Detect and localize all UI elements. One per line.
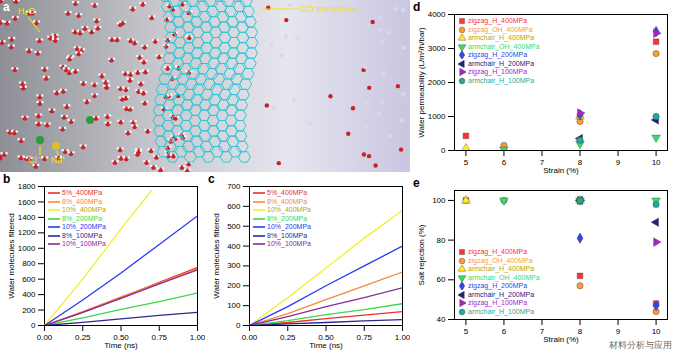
svg-text:0.75: 0.75 [356,333,372,342]
svg-text:4000: 4000 [428,10,446,19]
svg-text:300: 300 [227,261,241,270]
svg-text:Water molecules filtered: Water molecules filtered [212,213,221,299]
html-text:8%_200MPa: 8%_200MPa [62,214,103,222]
svg-text:0.00: 0.00 [37,333,53,342]
html-text:armchair_H_100MPa: armchair_H_100MPa [468,76,535,84]
svg-text:10: 10 [652,327,661,336]
svg-text:5: 5 [464,158,469,167]
svg-text:0.50: 0.50 [113,333,129,343]
html-text:5%_400MPa: 5%_400MPa [62,189,103,196]
svg-text:200: 200 [22,306,36,315]
svg-text:10: 10 [652,158,661,167]
svg-text:0: 0 [236,321,241,330]
svg-text:1000: 1000 [18,244,36,253]
svg-text:5: 5 [464,327,469,336]
html-text:10%_100MPa: 10%_100MPa [62,240,106,247]
svg-text:700: 700 [227,182,241,191]
html-text:b: b [3,172,11,186]
html-text:a: a [3,0,10,14]
svg-text:Na⁺: Na⁺ [51,155,66,165]
html-text:armchair_H_400MPa: armchair_H_400MPa [468,265,535,272]
html-text:5%_400MPa: 5%_400MPa [267,189,308,196]
svg-text:8: 8 [577,158,583,168]
svg-text:7: 7 [539,327,545,337]
html-text:8%_100MPa: 8%_100MPa [62,231,103,239]
svg-text:9: 9 [616,327,621,336]
svg-text:100: 100 [432,196,446,205]
svg-text:H₂O: H₂O [18,6,35,16]
svg-text:0.00: 0.00 [242,333,258,342]
html-text:10%_400MPa: 10%_400MPa [62,206,106,213]
svg-text:Time (ns): Time (ns) [104,341,138,350]
html-text:zigzag_H_200MPa: zigzag_H_200MPa [468,51,528,58]
svg-text:0.25: 0.25 [75,333,91,342]
html-text:10%_200MPa: 10%_200MPa [62,223,106,230]
svg-text:3000: 3000 [428,44,446,53]
svg-text:80: 80 [437,236,446,245]
svg-text:Strain (%): Strain (%) [543,335,579,344]
html-text:zigzag_H_100MPa: zigzag_H_100MPa [468,299,528,306]
svg-text:1600: 1600 [18,198,36,207]
svg-text:Cl⁻: Cl⁻ [28,155,40,165]
html-text:zigzag_H_400MPa: zigzag_H_400MPa [468,248,528,255]
svg-text:GO membrane: GO membrane [300,4,360,14]
svg-text:40: 40 [437,315,446,324]
svg-text:600: 600 [227,202,241,211]
svg-text:2000: 2000 [428,78,446,87]
svg-text:400: 400 [227,242,241,251]
svg-text:60: 60 [437,275,446,284]
html-text:8%_400MPa: 8%_400MPa [267,197,308,205]
svg-text:200: 200 [227,281,241,290]
svg-text:8: 8 [577,327,583,337]
html-text:armchair_H_200MPa: armchair_H_200MPa [468,59,535,67]
svg-text:1400: 1400 [18,213,36,222]
svg-text:1.00: 1.00 [190,333,205,342]
html-text:c: c [208,172,215,186]
svg-text:600: 600 [22,275,36,284]
svg-text:0: 0 [441,146,446,155]
html-text:armchair_H_100MPa: armchair_H_100MPa [468,307,535,315]
html-text:zigzag_H_200MPa: zigzag_H_200MPa [468,282,528,289]
svg-text:0: 0 [31,321,36,330]
html-text:zigzag_H_100MPa: zigzag_H_100MPa [468,68,528,75]
html-text:8%_400MPa: 8%_400MPa [62,197,103,205]
svg-text:Salt rejection (%): Salt rejection (%) [417,224,426,285]
html-text:10%_100MPa: 10%_100MPa [267,240,311,247]
html-text:10%_200MPa: 10%_200MPa [267,223,311,230]
svg-text:1.00: 1.00 [395,333,410,342]
svg-text:Water molecules filtered: Water molecules filtered [7,213,16,299]
html-text:10%_400MPa: 10%_400MPa [267,206,311,213]
svg-text:0.25: 0.25 [280,333,296,342]
svg-text:1800: 1800 [18,182,36,191]
html-text:zigzag_H_400MPa: zigzag_H_400MPa [468,17,528,24]
svg-text:1200: 1200 [18,228,36,237]
html-text:8%_200MPa: 8%_200MPa [267,214,308,222]
svg-text:Strain (%): Strain (%) [543,166,579,175]
svg-text:1000: 1000 [428,112,446,121]
html-text:d: d [413,0,421,14]
html-text:zigzag_OH_400MPa: zigzag_OH_400MPa [468,25,533,33]
svg-text:7: 7 [539,158,545,168]
svg-text:Water permeability (L/m²/h/bar: Water permeability (L/m²/h/bar) [417,27,426,138]
svg-text:9: 9 [616,158,621,167]
svg-text:Time (ns): Time (ns) [309,341,343,350]
html-text:e: e [413,176,420,190]
html-text:armchair_H_400MPa: armchair_H_400MPa [468,34,535,41]
svg-text:0.75: 0.75 [151,333,167,342]
svg-text:6: 6 [502,158,507,167]
html-text:8%_100MPa: 8%_100MPa [267,231,308,239]
html-text:armchair_OH_400MPa: armchair_OH_400MPa [468,273,540,281]
html-text:zigzag_OH_400MPa: zigzag_OH_400MPa [468,256,533,264]
svg-text:0.50: 0.50 [318,333,334,343]
svg-text:500: 500 [227,222,241,231]
svg-text:100: 100 [227,301,241,310]
svg-text:400: 400 [22,290,36,299]
html-text:armchair_H_200MPa: armchair_H_200MPa [468,290,535,298]
svg-text:800: 800 [22,259,36,268]
html-text:armchair_OH_400MPa: armchair_OH_400MPa [468,42,540,50]
svg-text:6: 6 [502,327,507,336]
html-text:材料分析与应用: 材料分析与应用 [609,340,672,350]
